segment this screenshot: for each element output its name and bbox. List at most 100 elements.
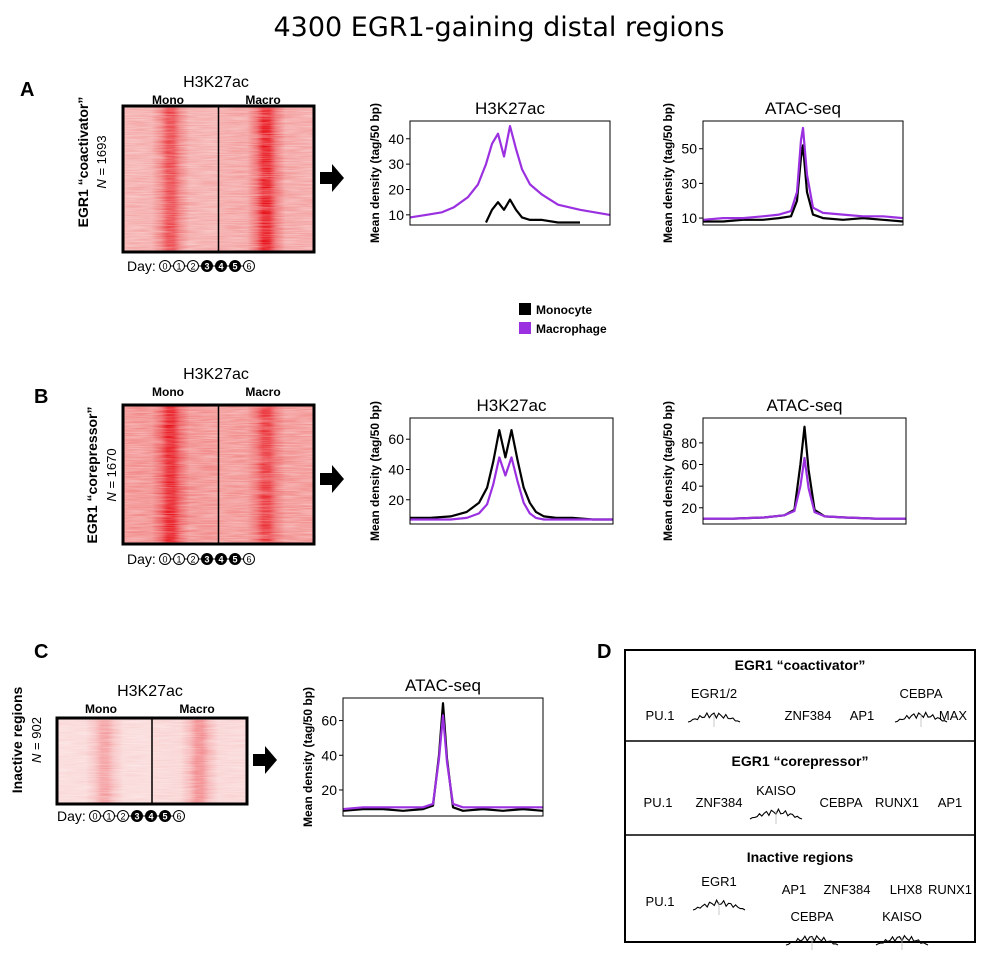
series-line-macrophage [702,126,904,221]
chart-frame [702,417,907,525]
day-number: 4 [218,262,223,272]
motif-label: LHX8 [890,882,923,897]
figure-title: 4300 EGR1-gaining distal regions [274,12,725,43]
day-number: 0 [92,812,97,822]
heatmap-col-mono-a: Mono [152,93,184,107]
motif-section-title: EGR1 “coactivator” [735,657,866,673]
arrow-icon [320,164,344,192]
group-label-b: EGR1 “corepressor” [84,407,100,544]
y-axis-label: Mean density (tag/50 bp) [301,687,315,827]
chart-b-atac: ATAC-seq Mean density (tag/50 bp) 20 40 60 80 [661,396,907,541]
y-tick-label: 20 [388,492,404,508]
chart-b-h3k27ac: H3K27ac Mean density (tag/50 bp) 20 40 60 [368,396,614,541]
motif-label: PU.1 [646,708,675,723]
chart-a-h3k27ac: H3K27ac Mean density (tag/50 bp) 10 20 30 40 [368,99,611,243]
panel-letter-c: C [34,641,48,663]
heatmap-texture [218,106,314,252]
motif-label: EGR1 [701,874,736,889]
day-marker [243,260,255,272]
heatmap-col-mono-c: Mono [85,702,117,716]
motif-label: PU.1 [646,894,675,909]
n-count-a: N = 1693 [94,135,109,188]
y-tick-label: 60 [321,713,337,729]
motif-box: EGR1 “coactivator” PU.1 EGR1/2 ZNF384 AP1 CEB… [624,649,976,950]
y-tick-label: 10 [681,210,697,226]
day-number: 2 [120,812,125,822]
heatmap-texture [123,106,219,252]
day-number: 6 [246,262,251,272]
motif-label: AP1 [938,795,963,810]
series-line-monocyte [703,425,906,520]
day-number: 6 [176,812,181,822]
y-axis-label: Mean density (tag/50 bp) [368,401,382,541]
panel-d: D EGR1 “coactivator” PU.1 EGR1/2 ZNF384 AP1 C… [597,641,976,950]
motif-label: ZNF384 [696,795,743,810]
chart-frame [342,697,544,817]
day-number: 6 [246,555,251,565]
series-line-monocyte [342,702,544,812]
day-number: 3 [204,262,209,272]
motif-section-title: EGR1 “corepressor” [732,753,869,769]
legend-swatch-macrophage [519,322,531,334]
chart-frame [702,120,904,226]
series-line-monocyte [410,429,613,521]
chart-title: H3K27ac [475,99,545,118]
day-timeline-a: Day: 0 1 2 3 4 5 6 [127,258,255,274]
day-number: 4 [148,812,153,822]
y-axis-label: Mean density (tag/50 bp) [661,103,675,243]
day-number: 0 [162,262,167,272]
y-tick-label: 30 [388,156,404,172]
legend-swatch-monocyte [519,303,531,315]
motif-logo [687,711,741,723]
heatmap-a [121,104,316,254]
series-line-monocyte [703,144,904,223]
heatmap-col-macro-b: Macro [245,385,280,399]
chart-title: H3K27ac [477,396,547,415]
motif-label: AP1 [850,708,875,723]
heatmap-texture [123,405,219,544]
day-number: 3 [134,812,139,822]
panel-letter-b: B [34,386,48,408]
heatmap-texture [218,405,314,544]
chart-title: ATAC-seq [765,99,841,118]
n-count-b: N = 1670 [104,448,119,501]
day-number: 3 [204,555,209,565]
day-number: 5 [232,555,237,565]
day-number: 4 [218,555,223,565]
y-tick-label: 20 [321,782,337,798]
arrow-icon [253,746,277,774]
day-number: 2 [190,555,195,565]
motif-label: KAISO [882,909,922,924]
series-line-macrophage [410,456,613,521]
day-timeline-b: Day: 0 1 2 3 4 5 6 [127,551,255,567]
chart-title: ATAC-seq [767,396,843,415]
motif-label: ZNF384 [785,708,832,723]
day-marker [243,553,255,565]
y-tick-label: 40 [321,747,337,763]
heatmap-title-b: H3K27ac [183,366,249,383]
series-line-macrophage [409,125,611,219]
panel-a: A EGR1 “coactivator” N = 1693 H3K27ac Mo… [20,74,904,274]
day-number: 0 [162,555,167,565]
chart-a-atac: ATAC-seq Mean density (tag/50 bp) 10 30 50 [661,99,904,243]
panel-c: C Inactive regions N = 902 H3K27ac Mono … [9,641,544,827]
motif-label: CEBPA [899,686,942,701]
motif-label: MAX [939,708,968,723]
motif-label: PU.1 [644,795,673,810]
y-tick-label: 60 [681,457,697,473]
heatmap-texture [152,718,247,804]
motif-label: ZNF384 [824,882,871,897]
motif-label: RUNX1 [928,882,972,897]
heatmap-title-c: H3K27ac [117,683,183,700]
chart-c-atac: ATAC-seq Mean density (tag/50 bp) 20 40 60 [301,676,544,827]
day-number: 1 [176,262,181,272]
y-tick-label: 40 [681,478,697,494]
legend-label-macrophage: Macrophage [536,322,607,336]
panel-b: B EGR1 “corepressor” N = 1670 H3K27ac Mo… [34,366,907,567]
day-number: 5 [232,262,237,272]
motif-label: CEBPA [819,795,862,810]
motif-label: CEBPA [790,909,833,924]
series-line-macrophage [703,456,906,520]
motif-label: KAISO [756,783,796,798]
